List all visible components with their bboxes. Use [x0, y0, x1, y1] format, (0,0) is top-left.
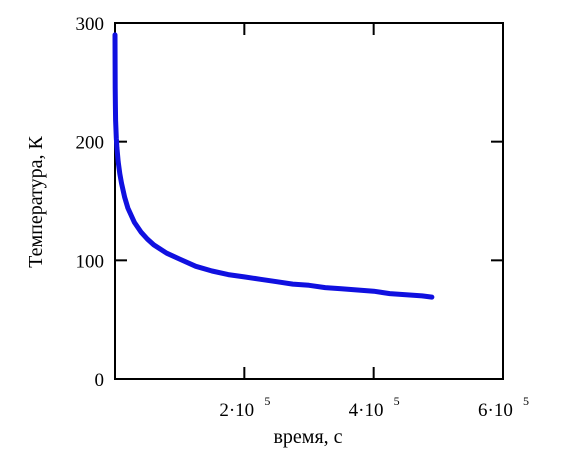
x-tick-label: 4·10	[349, 400, 384, 421]
x-axis-ticks: 2·10 5 4·10 5 6·10 5	[219, 23, 529, 421]
y-tick-label: 100	[76, 251, 105, 272]
y-tick-label: 300	[76, 14, 105, 35]
x-tick-exponent: 5	[523, 394, 529, 408]
plot-border	[114, 22, 504, 380]
x-tick-label: 6·10	[478, 400, 513, 421]
y-axis-ticks: 0 100 200 300	[76, 14, 503, 391]
temperature-series-line	[112, 32, 435, 300]
series-layer	[112, 32, 435, 300]
x-tick-exponent: 5	[394, 394, 400, 408]
y-tick-label: 0	[95, 370, 105, 391]
x-tick-label: 2·10	[219, 400, 254, 421]
x-axis-title: время, с	[273, 426, 342, 448]
x-tick-exponent: 5	[264, 394, 270, 408]
y-axis-title: Температура, К	[25, 136, 47, 268]
plot-frame	[114, 22, 504, 380]
y-tick-label: 200	[76, 133, 105, 154]
